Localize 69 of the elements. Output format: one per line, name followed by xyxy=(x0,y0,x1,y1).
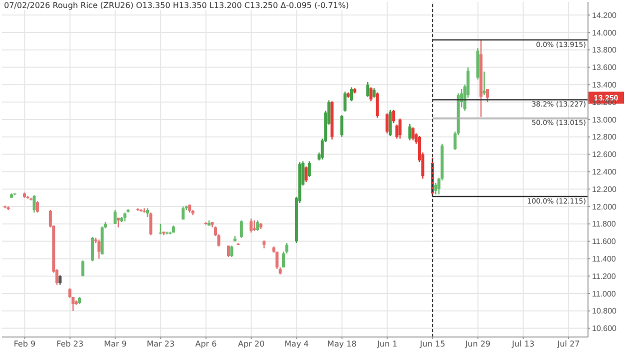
candlestick xyxy=(304,166,308,183)
candlestick xyxy=(90,236,94,262)
candlestick xyxy=(230,244,234,258)
x-tick-label: Jun 1 xyxy=(376,340,398,349)
candlestick xyxy=(350,86,353,102)
candlestick xyxy=(36,200,39,214)
candlestick xyxy=(32,194,36,214)
x-tick-label: Jun 29 xyxy=(464,340,491,349)
y-tick-label: 13.600 xyxy=(592,63,618,72)
chart-title: 07/02/2026 Rough Rice (ZRU26) O13.350 H13.350 L13.200 C13.250 Δ-0.095 (-0.71%) xyxy=(4,1,349,10)
x-tick-label: Jul 13 xyxy=(511,340,534,349)
candlestick xyxy=(482,70,486,96)
candlestick xyxy=(114,209,117,225)
candlestick xyxy=(256,220,260,232)
x-tick-label: May 18 xyxy=(327,340,357,349)
candlestick xyxy=(398,118,402,140)
x-tick-label: Jun 15 xyxy=(418,340,446,349)
candlestick xyxy=(340,114,344,138)
candlestick xyxy=(97,238,100,260)
y-tick-label: 12.200 xyxy=(592,184,618,194)
candlestick xyxy=(282,251,286,268)
candlestick xyxy=(240,220,243,238)
y-tick-label: 11.200 xyxy=(592,272,616,281)
candlestick xyxy=(182,206,185,220)
y-tick-label: 13.000 xyxy=(592,115,618,124)
x-tick-label: Jul 27 xyxy=(556,340,580,349)
candlestick xyxy=(412,126,415,141)
x-tick-label: Apr 6 xyxy=(195,340,217,349)
x-tick-label: Mar 23 xyxy=(146,340,175,349)
y-tick-label: 13.400 xyxy=(592,80,618,90)
candlestick xyxy=(81,260,84,277)
y-tick-label: 12.600 xyxy=(592,150,618,160)
candlestick xyxy=(142,208,146,214)
candlestick xyxy=(366,81,370,98)
candlestick xyxy=(386,112,389,134)
y-tick-label: 14.000 xyxy=(592,28,618,38)
candlestick xyxy=(392,109,396,124)
candlestick xyxy=(372,87,376,98)
candlestick xyxy=(344,90,347,112)
candlestick xyxy=(369,86,372,102)
x-tick-label: Mar 9 xyxy=(104,340,127,349)
candlestick xyxy=(434,182,438,195)
y-tick-label: 14.200 xyxy=(592,10,618,20)
x-tick-label: Apr 20 xyxy=(238,340,265,349)
candlestick xyxy=(285,242,288,254)
y-tick-label: 11.400 xyxy=(592,254,616,264)
candlestick xyxy=(308,160,311,178)
candlestick xyxy=(408,123,412,141)
y-tick-label: 11.000 xyxy=(592,289,616,298)
candlestick xyxy=(226,244,230,258)
x-tick-label: Feb 9 xyxy=(14,340,36,349)
x-tick-label: Feb 23 xyxy=(56,340,84,349)
y-tick-label: 10.800 xyxy=(592,306,618,316)
candlestick xyxy=(149,212,152,236)
y-tick-label: 11.600 xyxy=(592,237,616,246)
y-tick-label: 12.000 xyxy=(592,202,618,212)
candlestick xyxy=(58,274,62,286)
candlestick xyxy=(486,88,489,103)
y-tick-label: 12.800 xyxy=(592,132,618,142)
candlestick xyxy=(250,218,253,234)
candlestick xyxy=(388,109,392,137)
y-tick-label: 12.400 xyxy=(592,168,618,177)
x-tick-label: May 4 xyxy=(284,340,309,349)
y-tick-label: 10.600 xyxy=(592,324,618,334)
candlestick xyxy=(376,92,379,118)
y-tick-label: 13.800 xyxy=(592,46,618,55)
candlestick xyxy=(252,220,256,232)
candlestick xyxy=(158,223,162,235)
y-tick-label: 11.800 xyxy=(592,220,616,229)
